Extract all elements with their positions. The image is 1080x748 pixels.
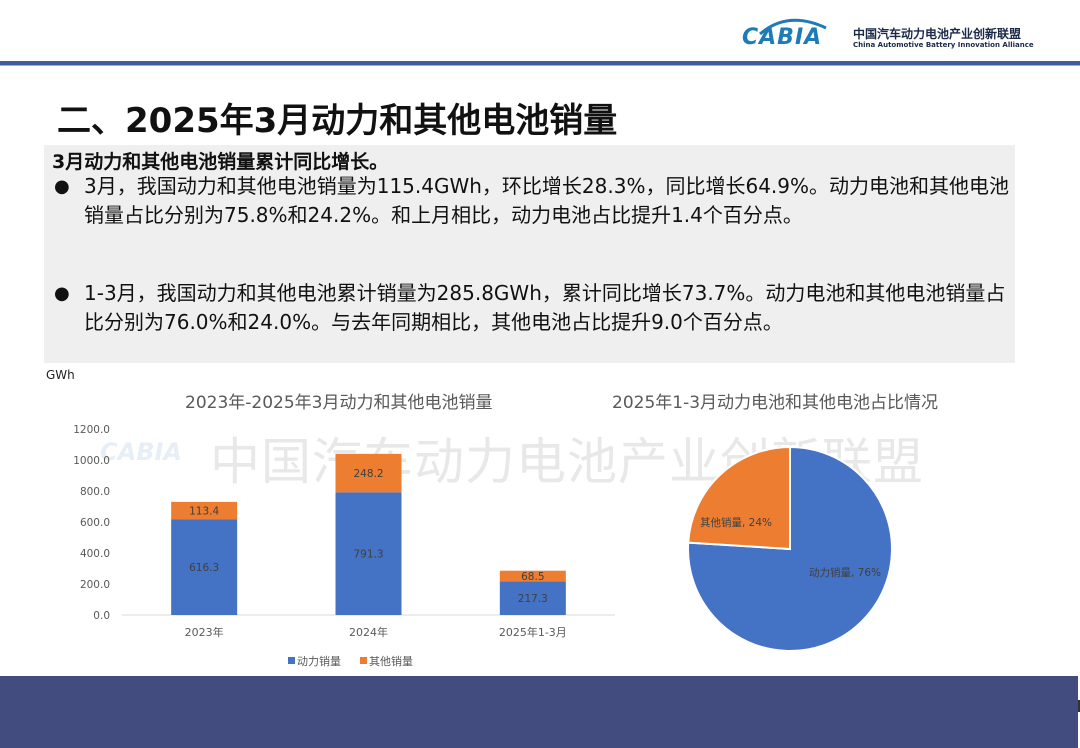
x-tick-label: 2023年 — [185, 625, 224, 639]
bullet-dot-icon: ● — [54, 176, 70, 197]
bar-data-label: 248.2 — [353, 468, 383, 480]
legend-label: 动力销量 — [297, 654, 341, 668]
summary-box — [44, 145, 1015, 363]
bullet-dot-icon: ● — [54, 283, 70, 304]
bar-other — [171, 501, 238, 520]
watermark-logo: CABIA — [100, 438, 182, 466]
bar-other — [499, 570, 566, 582]
bar-data-label: 217.3 — [518, 593, 548, 605]
y-tick-label: 200.0 — [80, 579, 110, 591]
legend-swatch-power — [288, 657, 295, 664]
x-tick-label: 2025年1-3月 — [499, 625, 567, 639]
footer-band — [0, 676, 1078, 748]
bar-power — [499, 581, 566, 615]
header-divider-thin — [0, 65, 1080, 66]
y-tick-label: 800.0 — [80, 486, 110, 498]
x-tick-label: 2024年 — [349, 625, 388, 639]
legend-swatch-other — [360, 657, 367, 664]
legend-label: 其他销量 — [369, 654, 413, 668]
y-tick-label: 0.0 — [93, 610, 110, 622]
bar-data-label: 68.5 — [521, 571, 544, 583]
bar-power — [171, 519, 238, 615]
y-tick-label: 600.0 — [80, 517, 110, 529]
bar-chart: 0.0 200.0 400.0 600.0 800.0 1000.0 1200.0 616.3… — [73, 424, 615, 668]
bar-chart-title: 2023年-2025年3月动力和其他电池销量 — [185, 393, 493, 413]
bar-other — [335, 453, 402, 493]
bullet-text: 1-3月，我国动力和其他电池累计销量为285.8GWh，累计同比增长73.7%。… — [84, 281, 1006, 334]
bar-data-label: 616.3 — [189, 562, 219, 574]
page-title: 二、2025年3月动力和其他电池销量 — [57, 101, 618, 141]
logo-text: CABIA — [742, 25, 823, 50]
bar-power — [335, 492, 402, 615]
y-tick-label: 400.0 — [80, 548, 110, 560]
bullet-text: 3月，我国动力和其他电池销量为115.4GWh，环比增长28.3%，同比增长64… — [84, 174, 1009, 227]
org-name-cn: 中国汽车动力电池产业创新联盟 — [853, 27, 1022, 41]
pie-data-label: 其他销量, 24% — [700, 516, 772, 529]
pie-slice-other — [687, 445, 791, 551]
header-divider — [0, 61, 1080, 65]
summary-subtitle: 3月动力和其他电池销量累计同比增长。 — [52, 151, 389, 173]
y-tick-label: 1000.0 — [73, 455, 110, 467]
summary-bullet: ● 3月，我国动力和其他电池销量为115.4GWh，环比增长28.3%，同比增长… — [54, 172, 1009, 230]
bar-data-label: 113.4 — [189, 506, 219, 518]
footer-edge-mark — [1078, 700, 1080, 712]
bar-data-label: 791.3 — [353, 549, 383, 561]
org-name-en: China Automotive Battery Innovation Alli… — [853, 41, 1034, 49]
pie-chart: 动力销量, 76% 其他销量, 24% — [687, 445, 893, 652]
summary-bullet: ● 1-3月，我国动力和其他电池累计销量为285.8GWh，累计同比增长73.7… — [54, 279, 1009, 337]
logo-arc-icon — [759, 18, 827, 36]
pie-data-label: 动力销量, 76% — [809, 566, 881, 579]
y-tick-label: 1200.0 — [73, 424, 110, 436]
y-axis-unit: GWh — [46, 368, 75, 382]
pie-chart-title: 2025年1-3月动力电池和其他电池占比情况 — [612, 393, 939, 413]
